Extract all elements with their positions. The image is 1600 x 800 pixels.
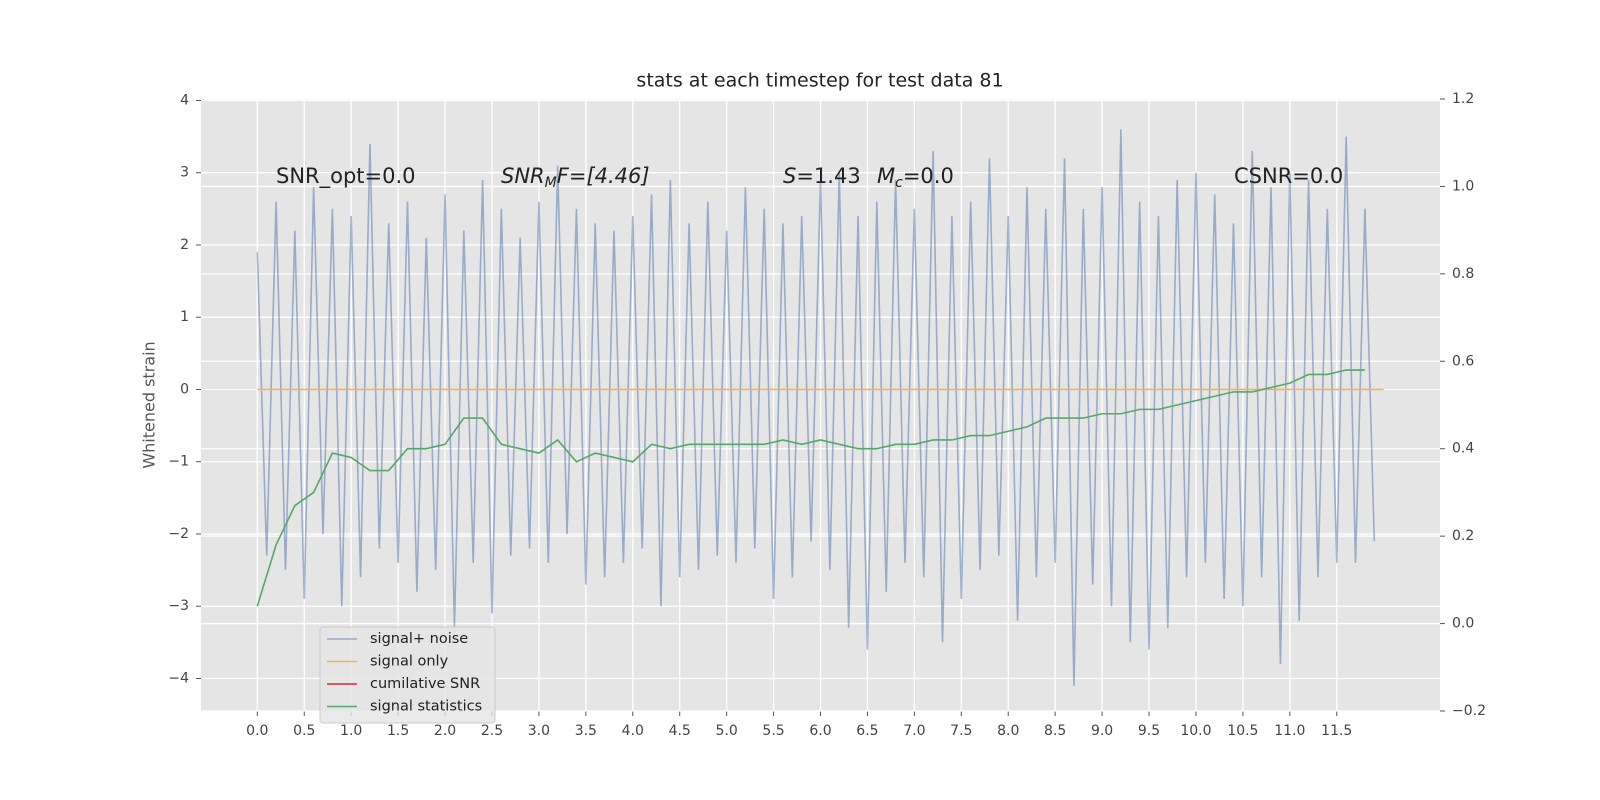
annotation-part: SNR xyxy=(501,164,545,188)
annotation: Mc=0.0 xyxy=(877,164,954,191)
x-tick-label: 9.0 xyxy=(1091,723,1113,739)
x-tick-label: 9.5 xyxy=(1138,723,1160,739)
legend-box xyxy=(319,626,496,724)
y-tick-label: −1 xyxy=(168,454,189,470)
annotation-part: SNR_opt=0.0 xyxy=(276,164,416,189)
x-tick-label: 8.0 xyxy=(997,723,1019,739)
annotation: SNR_opt=0.0 xyxy=(276,164,416,189)
series-line xyxy=(256,369,1365,607)
y-tick-label: 0 xyxy=(180,381,189,397)
annotation-part: S xyxy=(783,164,796,188)
y2-tick-label: 0.2 xyxy=(1452,528,1474,544)
legend-label: signal only xyxy=(370,654,449,670)
x-tick-label: 10.5 xyxy=(1227,723,1258,739)
annotation-part: M xyxy=(545,175,557,191)
x-tick-label: 1.0 xyxy=(340,723,362,739)
x-tick-label: 3.0 xyxy=(528,723,550,739)
y2-tick-label: 0.0 xyxy=(1452,616,1474,632)
y-tick-label: 1 xyxy=(180,309,189,325)
y-tick-label: 3 xyxy=(180,165,189,181)
annotation: S=1.43 xyxy=(783,164,861,188)
y2-tick-label: −0.2 xyxy=(1452,703,1486,719)
x-tick-label: 6.0 xyxy=(809,723,831,739)
x-tick-label: 3.5 xyxy=(575,723,597,739)
x-tick-label: 11.5 xyxy=(1321,723,1352,739)
annotation: SNRMF=[4.46] xyxy=(501,164,650,191)
x-tick-label: 2.0 xyxy=(434,723,456,739)
y-tick-label: −2 xyxy=(168,526,189,542)
x-tick-label: 7.5 xyxy=(950,723,972,739)
x-tick-label: 11.0 xyxy=(1274,723,1305,739)
y2-tick-label: 1.2 xyxy=(1452,91,1474,107)
x-tick-label: 6.5 xyxy=(856,723,878,739)
y-tick-label: −4 xyxy=(168,670,189,686)
chart-title: stats at each timestep for test data 81 xyxy=(636,70,1003,92)
x-tick-label: 5.5 xyxy=(762,723,784,739)
x-tick-label: 4.5 xyxy=(669,723,691,739)
x-tick-label: 0.5 xyxy=(293,723,315,739)
x-tick-label: 0.0 xyxy=(246,723,268,739)
annotation: CSNR=0.0 xyxy=(1234,164,1343,188)
y2-tick-label: 0.8 xyxy=(1452,266,1474,282)
x-tick-label: 7.0 xyxy=(903,723,925,739)
x-tick-label: 8.5 xyxy=(1044,723,1066,739)
y2-tick-label: 1.0 xyxy=(1452,178,1474,194)
annotation-part: c xyxy=(895,175,903,191)
y-tick-label: 2 xyxy=(180,237,189,253)
legend-label: cumilative SNR xyxy=(370,676,480,692)
x-tick-label: 4.0 xyxy=(622,723,644,739)
y-tick-label: 4 xyxy=(180,92,189,108)
annotation-part: F=[4.46] xyxy=(557,164,650,188)
y2-tick-label: 0.4 xyxy=(1452,441,1474,457)
annotation-part: M xyxy=(877,164,895,188)
y2-tick-label: 0.6 xyxy=(1452,353,1474,369)
legend-label: signal+ noise xyxy=(370,631,468,647)
x-tick-label: 2.5 xyxy=(481,723,503,739)
legend-label: signal statistics xyxy=(370,699,482,715)
x-tick-label: 10.0 xyxy=(1180,723,1211,739)
annotation-part: =0.0 xyxy=(903,164,954,188)
y-tick-label: −3 xyxy=(168,598,189,614)
x-tick-label: 1.5 xyxy=(387,723,409,739)
x-tick-label: 5.0 xyxy=(716,723,738,739)
series-line xyxy=(256,129,1376,686)
y-axis-label: Whitened strain xyxy=(140,341,159,468)
annotation-part: CSNR=0.0 xyxy=(1234,164,1343,188)
annotation-part: =1.43 xyxy=(796,164,860,188)
